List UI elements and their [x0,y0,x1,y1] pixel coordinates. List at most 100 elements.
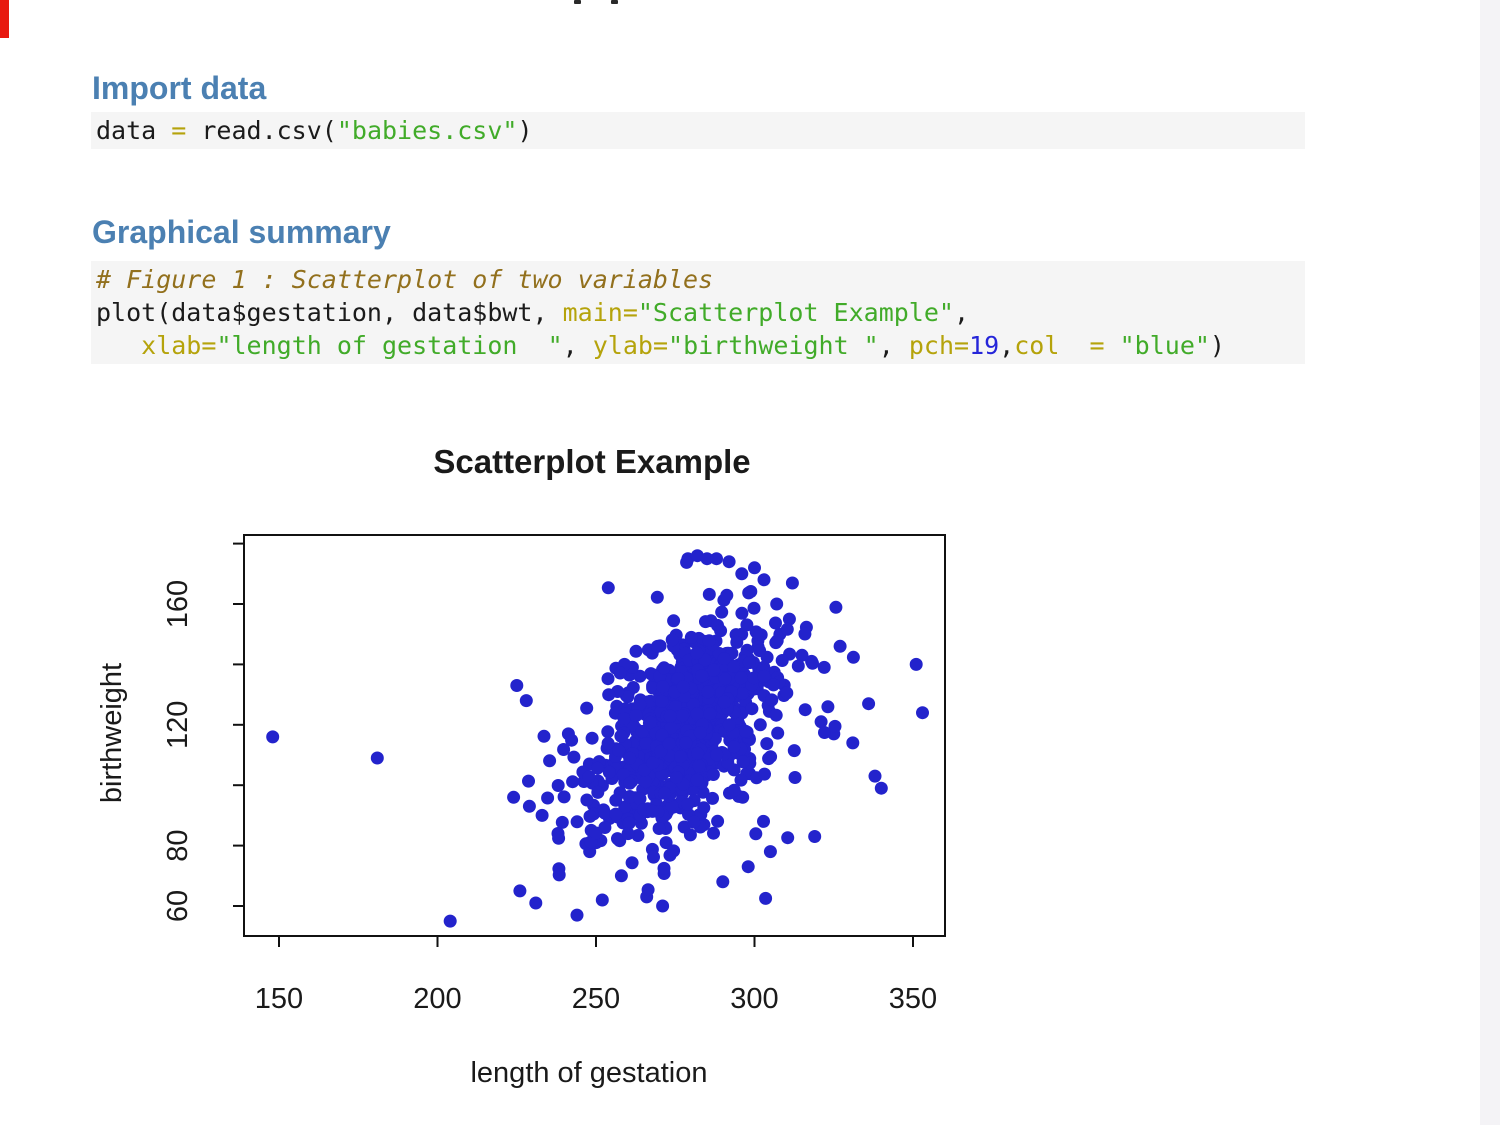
scatter-point [633,669,647,683]
scatter-point [757,814,770,828]
code-token: , [562,331,593,360]
scatter-point [808,830,822,843]
scatter-point [707,826,720,840]
scatter-point [566,775,580,789]
scatter-point [700,552,714,566]
scatter-point [543,754,557,768]
scatter-point [622,816,636,830]
scatter-point [623,751,637,765]
code-token: xlab [141,331,202,360]
scatter-point [370,751,384,765]
scatter-point [798,627,812,641]
scatter-point [741,860,755,874]
scatter-point [909,657,923,671]
scatter-point [687,815,701,829]
scatter-point [787,744,801,758]
plot-title: Scatterplot Example [433,443,750,480]
cropped-text-fragment [611,0,618,4]
scatter-point [769,708,783,722]
code-line: data = read.csv("babies.csv") [96,114,1305,147]
code-token: = [201,331,217,360]
scatter-point [567,750,581,764]
scatter-point [580,793,594,807]
y-tick-label: 60 [162,890,194,922]
scatter-point [623,791,636,804]
scatter-point [821,700,835,714]
code-line: # Figure 1 : Scatterplot of two variable… [96,263,1305,296]
scatter-point [795,648,809,662]
scatter-point [727,659,740,673]
scatter-point [589,826,603,840]
scatter-point [654,744,668,758]
x-tick-label: 150 [255,983,303,1015]
x-tick-label: 300 [730,983,778,1015]
scatter-point [641,883,655,897]
section-heading-graphical-summary: Graphical summary [92,214,391,250]
code-token: , [999,331,1015,360]
code-line: plot(data$gestation, data$bwt, main="Sca… [96,296,1305,329]
code-token: "Scatterplot Example" [637,298,954,327]
scatter-point [714,624,728,638]
scrollbar[interactable] [1480,0,1500,1125]
scatter-point [652,822,666,835]
code-token: , [953,298,970,327]
scatter-point [706,768,720,781]
x-tick-label: 200 [413,983,461,1015]
scatter-point [734,773,748,787]
scatter-point [650,590,664,604]
scatter-point [662,737,676,751]
scatter-point [639,737,653,750]
scatter-point [818,726,831,739]
scatter-point [602,688,616,702]
scatter-point [782,612,796,626]
scatter-point [690,707,704,721]
scatter-point [565,733,579,747]
scatter-point [555,815,569,829]
scatter-point [633,697,647,711]
scatter-point [916,706,929,720]
scatter-point [749,625,763,639]
scatter-point [618,800,632,814]
scatter-point [701,685,715,699]
scatter-point [734,671,748,685]
scatter-point [591,761,604,775]
scatter-point [570,908,584,922]
scatter-point [699,615,712,629]
scatter-point [716,875,730,889]
scatter-point [591,785,605,799]
scatter-point [266,730,280,744]
scatter-point [557,790,571,804]
scatter-point [609,807,623,821]
scatter-point [570,815,584,829]
scatter-point [765,693,779,707]
scatter-point [663,709,677,723]
y-tick-label: 120 [162,701,194,749]
scatter-points [266,549,929,928]
scatter-point [651,639,664,653]
scatter-point [727,740,741,754]
scatter-point [828,719,842,733]
scatter-point [664,721,678,735]
scatter-point [583,809,597,823]
scatter-point [846,650,860,664]
scatter-point [614,869,628,883]
scatter-point [715,605,729,619]
scatter-point [785,576,799,590]
scatter-point [739,724,752,738]
scatter-point [788,771,802,784]
scatter-point [693,726,707,740]
scatter-point [735,567,749,581]
scatter-point [697,801,711,815]
scatter-point [846,736,860,750]
scatter-point [551,779,565,792]
scatter-point [727,763,741,777]
scatter-point [780,686,794,700]
code-token: = [622,298,638,327]
scatter-point [601,725,615,739]
scatter-point [781,831,795,845]
scatter-point [711,814,725,828]
scatter-point [720,588,734,602]
x-axis-label: length of gestation [470,1057,707,1089]
code-token: "blue" [1119,331,1210,360]
